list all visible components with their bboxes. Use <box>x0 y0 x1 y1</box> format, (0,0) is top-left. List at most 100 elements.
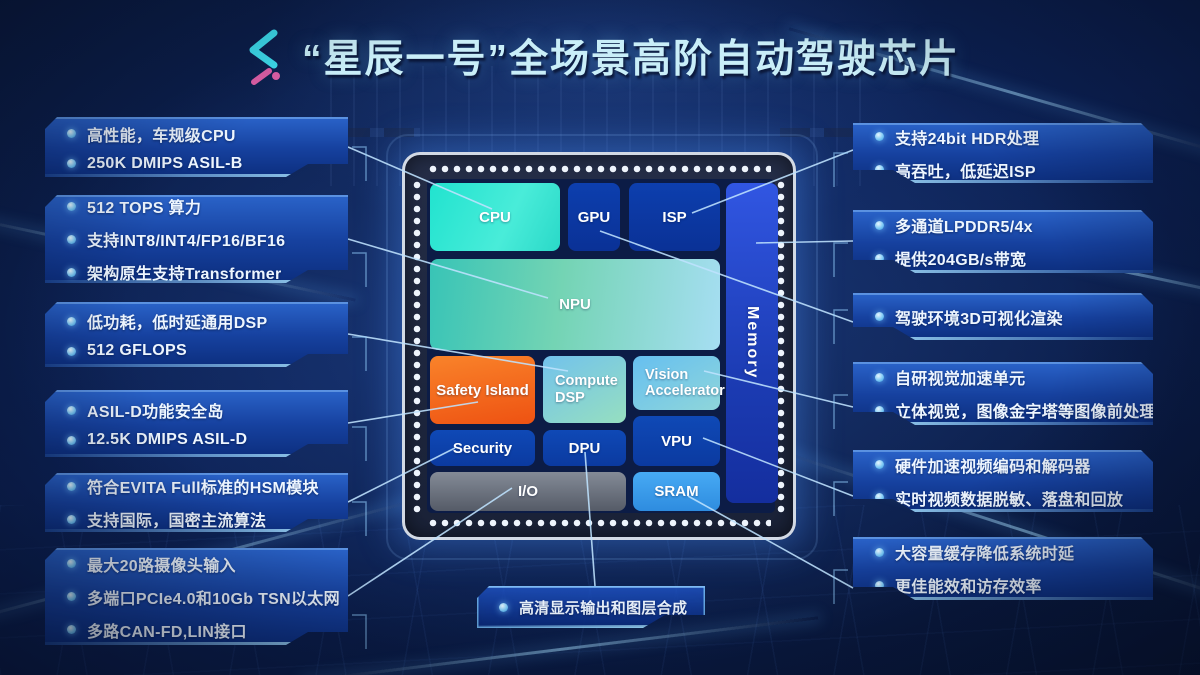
callout-text: ASIL-D功能安全岛 <box>87 404 224 421</box>
chip-block-sram: SRAM <box>633 472 720 511</box>
bullet-icon <box>67 559 76 568</box>
bullet-icon <box>67 515 76 524</box>
bullet-icon <box>875 373 884 382</box>
callout-line: 支持INT8/INT4/FP16/BF16 <box>67 227 334 251</box>
callout-text: 架构原生支持Transformer <box>87 266 282 283</box>
callout-memory: 多通道LPDDR5/4x 提供204GB/s带宽 <box>853 210 1153 273</box>
chip-block-label: DPU <box>568 439 601 457</box>
callout-text: 低功耗，低时延通用DSP <box>87 315 268 332</box>
chip-block-npu: NPU <box>430 259 720 350</box>
callout-line: 低功耗，低时延通用DSP <box>67 309 334 333</box>
callout-list: 最大20路摄像头输入 多端口PCIe4.0和10Gb TSN以太网 多路CAN-… <box>45 552 348 642</box>
chip-block-compute-dsp: Compute DSP <box>543 356 626 423</box>
callout-text: 实时视频数据脱敏、落盘和回放 <box>895 491 1124 509</box>
bullet-icon <box>875 132 884 141</box>
chip-pins-left <box>411 179 423 513</box>
chip-block-label: SRAM <box>654 483 699 500</box>
callout-line: 最大20路摄像头输入 <box>67 552 334 576</box>
bullet-icon <box>67 235 76 244</box>
callout-dsp: 低功耗，低时延通用DSP 512 GFLOPS <box>45 302 348 367</box>
chip-block-dpu: DPU <box>543 430 626 466</box>
callout-text: 12.5K DMIPS ASIL-D <box>87 431 248 448</box>
callout-text: 支持INT8/INT4/FP16/BF16 <box>87 233 286 250</box>
chip-pins-top <box>427 163 771 175</box>
callout-text: 提供204GB/s带宽 <box>895 252 1027 269</box>
chip-block-io: I/O <box>430 472 626 511</box>
chip-block-label: I/O <box>517 483 538 500</box>
bullet-icon <box>875 460 884 469</box>
bullet-icon <box>499 603 508 612</box>
callout-text: 符合EVITA Full标准的HSM模块 <box>87 480 319 497</box>
callout-line: 立体视觉，图像金字塔等图像前处理 <box>875 398 1139 422</box>
callout-cpu: 高性能，车规级CPU 250K DMIPS ASIL-B <box>45 117 348 177</box>
chip-block-label: VPU <box>661 432 692 450</box>
callout-gpu-render: 驾驶环境3D可视化渲染 <box>853 293 1153 340</box>
callout-vpu: 硬件加速视频编码和解码器 实时视频数据脱敏、落盘和回放 <box>853 450 1153 512</box>
callout-list: 支持24bit HDR处理 高吞吐，低延迟ISP <box>853 125 1153 182</box>
bullet-icon <box>875 221 884 230</box>
callout-line: 大容量缓存降低系统时延 <box>875 540 1139 564</box>
bullet-icon <box>67 592 76 601</box>
chip-block-memory: Memory <box>726 183 778 503</box>
callout-line: 12.5K DMIPS ASIL-D <box>67 431 334 449</box>
chip-block-label: Compute DSP <box>555 373 618 406</box>
bullet-icon <box>875 548 884 557</box>
bullet-icon <box>67 159 76 168</box>
callout-io: 最大20路摄像头输入 多端口PCIe4.0和10Gb TSN以太网 多路CAN-… <box>45 548 348 645</box>
bullet-icon <box>875 493 884 502</box>
callout-list: 自研视觉加速单元 立体视觉，图像金字塔等图像前处理 <box>853 365 1153 422</box>
callout-line: 提供204GB/s带宽 <box>875 246 1139 270</box>
callout-line: ASIL-D功能安全岛 <box>67 398 334 422</box>
callout-text: 高吞吐，低延迟ISP <box>895 163 1036 181</box>
bullet-icon <box>875 254 884 263</box>
callout-list: 512 TOPS 算力 支持INT8/INT4/FP16/BF16 架构原生支持… <box>45 194 348 284</box>
bullet-icon <box>67 406 76 415</box>
callout-line: 硬件加速视频编码和解码器 <box>875 453 1139 477</box>
chip-block-isp: ISP <box>629 183 720 251</box>
callout-vision-accelerator: 自研视觉加速单元 立体视觉，图像金字塔等图像前处理 <box>853 362 1153 425</box>
callout-line: 更佳能效和访存效率 <box>875 573 1139 597</box>
bullet-icon <box>67 317 76 326</box>
bullet-icon <box>875 165 884 174</box>
callout-line: 多通道LPDDR5/4x <box>875 213 1139 237</box>
callout-line: 512 TOPS 算力 <box>67 194 334 218</box>
callout-list: 大容量缓存降低系统时延 更佳能效和访存效率 <box>853 540 1153 597</box>
bullet-icon <box>67 347 76 356</box>
bullet-icon <box>67 202 76 211</box>
callout-list: 驾驶环境3D可视化渲染 <box>853 305 1153 329</box>
chip-block-vision-accelerator: Vision Accelerator <box>633 356 725 410</box>
chip-block-label: Memory <box>744 306 761 380</box>
callout-safety-island: ASIL-D功能安全岛 12.5K DMIPS ASIL-D <box>45 390 348 457</box>
callout-line: 架构原生支持Transformer <box>67 260 334 284</box>
callout-line: 多端口PCIe4.0和10Gb TSN以太网 <box>67 585 334 609</box>
callout-list: 多通道LPDDR5/4x 提供204GB/s带宽 <box>853 213 1153 270</box>
bullet-icon <box>67 482 76 491</box>
bullet-icon <box>67 436 76 445</box>
callout-list: ASIL-D功能安全岛 12.5K DMIPS ASIL-D <box>45 398 348 449</box>
chip-block-label: Safety Island <box>436 381 529 399</box>
s-mark-icon <box>249 29 280 85</box>
callout-text: 512 GFLOPS <box>87 342 187 359</box>
chip-block-label: NPU <box>559 296 591 313</box>
chip-block-vpu: VPU <box>633 416 720 466</box>
chip-pins-bottom <box>427 517 771 529</box>
callout-npu: 512 TOPS 算力 支持INT8/INT4/FP16/BF16 架构原生支持… <box>45 195 348 283</box>
callout-text: 支持24bit HDR处理 <box>895 130 1040 148</box>
chip-block-cpu: CPU <box>430 183 560 251</box>
chip-block-safety-island: Safety Island <box>430 356 535 424</box>
callout-text: 硬件加速视频编码和解码器 <box>895 458 1091 476</box>
callout-line: 高吞吐，低延迟ISP <box>875 158 1139 182</box>
callout-line: 高清显示输出和图层合成 <box>499 597 691 618</box>
callout-line: 250K DMIPS ASIL-B <box>67 155 334 173</box>
callout-line: 高性能，车规级CPU <box>67 122 334 146</box>
callout-list: 硬件加速视频编码和解码器 实时视频数据脱敏、落盘和回放 <box>853 453 1153 510</box>
chip-block-gpu: GPU <box>568 183 620 251</box>
chip-block-label: CPU <box>479 208 511 226</box>
callout-line: 符合EVITA Full标准的HSM模块 <box>67 474 334 498</box>
callout-line: 自研视觉加速单元 <box>875 365 1139 389</box>
bullet-icon <box>67 625 76 634</box>
bullet-icon <box>875 312 884 321</box>
callout-text: 高清显示输出和图层合成 <box>519 599 688 617</box>
callout-text: 高性能，车规级CPU <box>87 127 236 145</box>
